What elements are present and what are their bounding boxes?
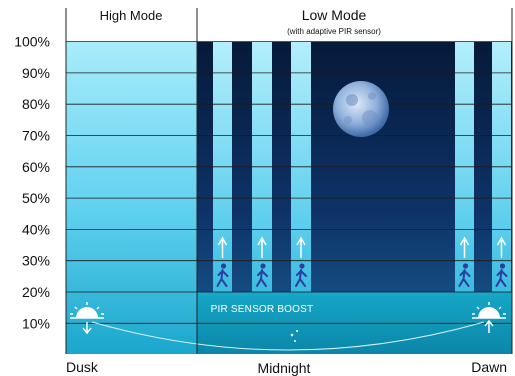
x-label-dawn: Dawn — [471, 359, 507, 375]
y-axis-ticks: 10% 20% 30% 40% 50% 60% 70% 80% 90% 100% — [14, 34, 50, 332]
up-arrow-icon — [257, 236, 267, 258]
up-arrow-icon — [496, 236, 507, 258]
sunrise-icon — [472, 302, 506, 333]
y-tick-label: 70% — [22, 128, 50, 144]
walking-person-icon — [256, 263, 268, 287]
y-tick-label: 40% — [22, 221, 50, 237]
y-tick-label: 100% — [14, 34, 50, 50]
walking-person-icon — [216, 263, 229, 287]
low-mode-title: Low Mode — [302, 7, 367, 23]
y-tick-label: 90% — [22, 65, 50, 81]
sunset-icon — [70, 302, 104, 335]
sun-moon-arc — [91, 321, 485, 351]
y-tick-label: 20% — [22, 284, 50, 300]
crescent-moon-icon — [276, 326, 298, 352]
x-label-dusk: Dusk — [66, 359, 99, 375]
grid-lines — [66, 41, 512, 324]
y-tick-label: 60% — [22, 159, 50, 175]
walking-person-icon — [295, 263, 307, 287]
y-tick-label: 10% — [22, 315, 50, 331]
y-tick-label: 30% — [22, 253, 50, 269]
low-mode-subtitle: (with adaptive PIR sensor) — [287, 27, 381, 36]
walking-person-icon — [495, 263, 508, 287]
moon-icon — [333, 81, 389, 137]
y-tick-label: 80% — [22, 96, 50, 112]
high-mode-title: High Mode — [100, 8, 163, 23]
up-arrow-icon — [296, 236, 306, 258]
up-arrow-icon — [459, 236, 470, 258]
y-tick-label: 50% — [22, 190, 50, 206]
x-label-midnight: Midnight — [258, 360, 311, 376]
up-arrow-icon — [217, 236, 228, 258]
pir-trigger-icons — [216, 236, 508, 287]
walking-person-icon — [458, 263, 471, 287]
pir-boost-label: PIR SENSOR BOOST — [211, 304, 314, 315]
